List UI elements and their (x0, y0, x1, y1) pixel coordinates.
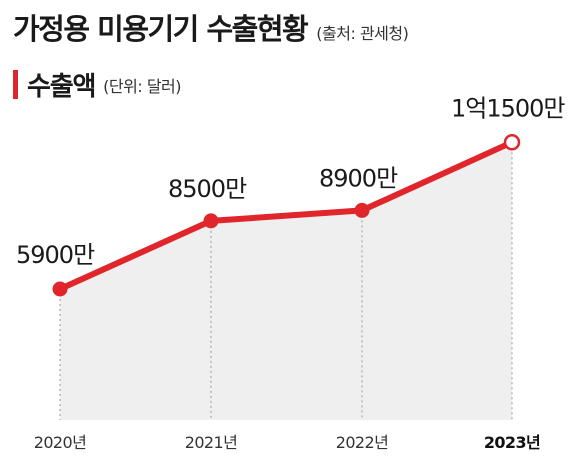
guide-layer (59, 142, 513, 420)
chart-title: 가정용 미용기기 수출현황 (13, 12, 309, 46)
data-point-2021년 (203, 213, 219, 229)
line-layer (57, 139, 515, 292)
x-axis-layer: 2020년 2021년 2022년 2023년 (34, 433, 541, 452)
data-label-2022년: 8900만 (319, 164, 398, 192)
area-layer (60, 142, 512, 420)
x-tick-label-2022년: 2022년 (336, 433, 388, 452)
chart-subtitle-row: 수출액 (단위: 달러) (13, 66, 182, 103)
chart-subtitle: 수출액 (27, 72, 96, 102)
data-label-2021년: 8500만 (168, 175, 247, 203)
data-label-2023년: 1억1500만 (451, 94, 565, 122)
x-tick-label-2021년: 2021년 (185, 433, 237, 452)
data-label-2020년: 5900만 (16, 241, 95, 269)
x-tick-label-2020년: 2020년 (34, 433, 86, 452)
data-point-2023년 (503, 134, 521, 151)
data-point-2020년 (52, 281, 68, 297)
red-accent-bar (13, 70, 18, 99)
data-point-2022년 (354, 202, 370, 218)
label-layer: 5900만 8500만 8900만 1억1500만 (16, 94, 566, 269)
chart-title-row: 가정용 미용기기 수출현황 (출처: 관세청) (13, 6, 409, 48)
x-tick-label-2023년: 2023년 (484, 433, 540, 452)
series-line (57, 139, 515, 292)
unit-note: (단위: 달러) (103, 76, 182, 96)
source-note: (출처: 관세청) (316, 24, 409, 43)
area-fill (60, 142, 512, 420)
point-layer (52, 134, 521, 297)
